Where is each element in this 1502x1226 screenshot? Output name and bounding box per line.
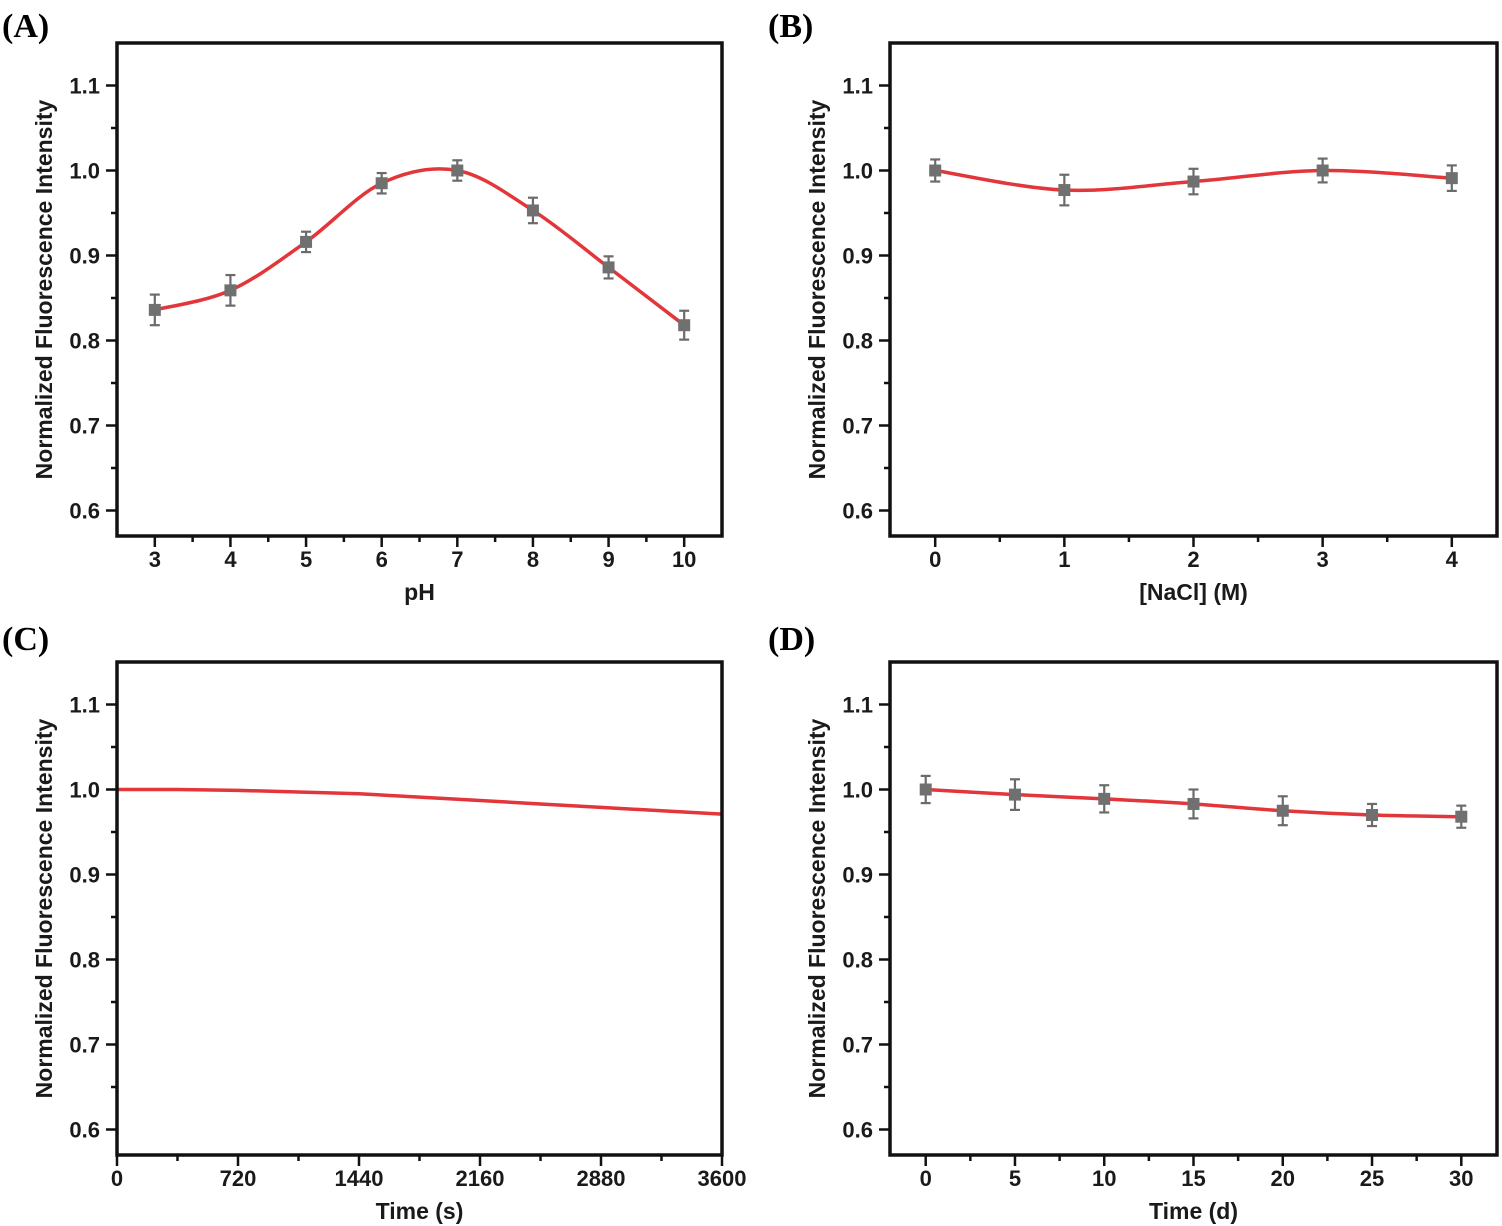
y-tick-label: 1.1 bbox=[69, 74, 100, 99]
y-tick-label: 0.7 bbox=[842, 414, 873, 439]
y-tick-label: 0.9 bbox=[69, 863, 100, 888]
y-tick-label: 0.8 bbox=[842, 948, 873, 973]
x-tick-label: 30 bbox=[1449, 1166, 1473, 1191]
data-point bbox=[1187, 175, 1200, 188]
x-axis-label: Time (s) bbox=[376, 1198, 464, 1224]
y-tick-label: 0.8 bbox=[69, 329, 100, 354]
y-tick-label: 0.9 bbox=[842, 244, 873, 269]
panel-label: (C) bbox=[2, 621, 49, 658]
x-tick-label: 25 bbox=[1360, 1166, 1384, 1191]
y-tick-label: 0.9 bbox=[842, 863, 873, 888]
x-tick-label: 5 bbox=[300, 547, 312, 572]
plot-frame bbox=[888, 41, 1499, 538]
x-tick-label: 0 bbox=[929, 547, 941, 572]
y-tick-label: 1.1 bbox=[842, 74, 873, 99]
data-point bbox=[1058, 184, 1071, 197]
x-tick-label: 20 bbox=[1271, 1166, 1295, 1191]
series-line bbox=[117, 787, 722, 816]
data-point bbox=[1008, 788, 1021, 801]
x-axis-label: [NaCl] (M) bbox=[1139, 579, 1248, 605]
data-point bbox=[1366, 809, 1379, 821]
x-tick-label: 8 bbox=[527, 547, 539, 572]
y-tick-label: 1.0 bbox=[842, 159, 873, 184]
data-point bbox=[526, 204, 539, 217]
y-tick-label: 0.9 bbox=[69, 244, 100, 269]
chart-panel-b: (B) 0 1 2 3 4 0.6 0.7 0.8 0.9 1.0 1.1 [NaCl] (M) Norm… bbox=[768, 8, 1499, 605]
y-tick-label: 0.6 bbox=[69, 1118, 100, 1143]
x-tick-label: 10 bbox=[1092, 1166, 1116, 1191]
y-axis-label: Normalized Fluorescence Intensity bbox=[804, 718, 830, 1098]
plot-frame bbox=[115, 41, 724, 538]
y-tick-label: 1.0 bbox=[69, 159, 100, 184]
data-point bbox=[300, 235, 313, 248]
plot-frame bbox=[888, 660, 1499, 1157]
data-point bbox=[602, 261, 615, 274]
x-tick-label: 7 bbox=[451, 547, 463, 572]
data-point bbox=[1445, 172, 1458, 185]
x-tick-label: 2880 bbox=[577, 1166, 626, 1191]
chart-panel-d: (D) 0 5 10 15 20 25 30 0.6 0.7 0.8 0.9 1.0 1.1 Time (d… bbox=[768, 621, 1499, 1224]
x-tick-label: 5 bbox=[1009, 1166, 1021, 1191]
y-tick-label: 0.7 bbox=[69, 1033, 100, 1058]
x-tick-label: 0 bbox=[111, 1166, 123, 1191]
y-tick-label: 0.7 bbox=[69, 414, 100, 439]
data-point bbox=[224, 284, 237, 297]
y-tick-label: 1.1 bbox=[842, 693, 873, 718]
data-point bbox=[451, 164, 464, 177]
data-point bbox=[148, 303, 161, 316]
x-tick-label: 15 bbox=[1181, 1166, 1205, 1191]
y-tick-label: 1.1 bbox=[69, 693, 100, 718]
data-point bbox=[919, 783, 932, 796]
chart-panel-a: (A) 3 4 5 6 7 8 9 10 0.6 0.7 0.8 0.9 1.0 1.1 pH Normaliz… bbox=[2, 8, 724, 605]
y-tick-label: 1.0 bbox=[842, 778, 873, 803]
x-tick-label: 9 bbox=[602, 547, 614, 572]
x-tick-label: 0 bbox=[920, 1166, 932, 1191]
panel-label: (D) bbox=[768, 621, 815, 658]
plot-frame bbox=[115, 660, 724, 1157]
panel-label: (A) bbox=[2, 8, 49, 45]
x-tick-label: 4 bbox=[224, 547, 237, 572]
y-tick-label: 0.6 bbox=[842, 499, 873, 524]
x-tick-label: 2160 bbox=[456, 1166, 505, 1191]
data-point bbox=[1187, 797, 1200, 810]
x-axis-label: pH bbox=[404, 579, 435, 605]
y-axis-label: Normalized Fluorescence Intensity bbox=[31, 99, 57, 479]
data-point bbox=[1098, 792, 1111, 805]
data-point bbox=[929, 164, 942, 177]
data-point bbox=[1455, 810, 1468, 823]
y-tick-label: 0.6 bbox=[69, 499, 100, 524]
chart-panel-c: (C) 0 720 1440 2160 2880 3600 0.6 0.7 0.8 0.9 1.0 1.… bbox=[2, 621, 746, 1224]
data-point bbox=[678, 319, 691, 332]
x-tick-label: 3600 bbox=[698, 1166, 747, 1191]
x-tick-label: 3 bbox=[149, 547, 161, 572]
panel-label: (B) bbox=[768, 8, 813, 45]
y-tick-label: 0.6 bbox=[842, 1118, 873, 1143]
y-tick-label: 0.8 bbox=[842, 329, 873, 354]
x-axis-label: Time (d) bbox=[1149, 1198, 1238, 1224]
y-axis-label: Normalized Fluorescence Intensity bbox=[31, 718, 57, 1098]
y-axis-label: Normalized Fluorescence Intensity bbox=[804, 99, 830, 479]
x-tick-label: 3 bbox=[1317, 547, 1329, 572]
data-point bbox=[1316, 164, 1329, 177]
data-point bbox=[1276, 804, 1289, 817]
x-tick-label: 1440 bbox=[335, 1166, 384, 1191]
data-point bbox=[375, 177, 388, 190]
y-tick-label: 0.7 bbox=[842, 1033, 873, 1058]
x-tick-label: 1 bbox=[1058, 547, 1070, 572]
x-tick-label: 4 bbox=[1446, 547, 1459, 572]
x-tick-label: 720 bbox=[220, 1166, 257, 1191]
x-tick-label: 10 bbox=[672, 547, 696, 572]
x-tick-label: 6 bbox=[376, 547, 388, 572]
x-tick-label: 2 bbox=[1187, 547, 1199, 572]
series-line bbox=[153, 167, 686, 327]
y-tick-label: 1.0 bbox=[69, 778, 100, 803]
y-tick-label: 0.8 bbox=[69, 948, 100, 973]
